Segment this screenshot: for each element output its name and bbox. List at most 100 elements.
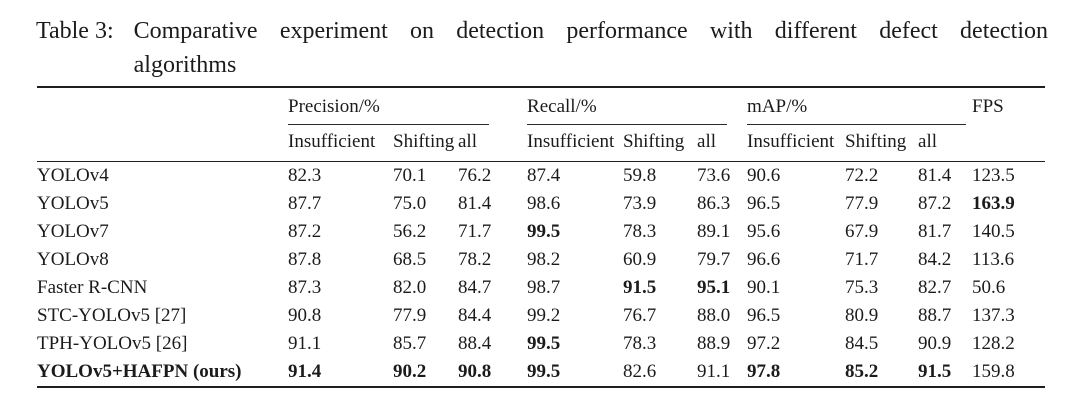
header-group-row: Precision/% Recall/% mAP/% FPS (37, 87, 1046, 162)
value-cell: 75.3 (845, 277, 879, 298)
value-cell: 88.9 (697, 333, 731, 354)
value-cell: 87.2 (288, 221, 322, 242)
group-label-precision: Precision/% (288, 96, 490, 125)
value-cell: 98.2 (527, 249, 561, 270)
value-cell: 82.3 (288, 165, 322, 186)
table-row: YOLOv5+HAFPN (ours) 91.4 90.2 90.8 99.5 82.6 9… (37, 358, 1045, 387)
value-cell: 97.8 (747, 361, 781, 382)
value-cell: 87.2 (918, 193, 952, 214)
group-header-map: mAP/% (747, 87, 972, 125)
method-header-blank (37, 87, 288, 162)
value-cell: 70.1 (393, 165, 427, 186)
value-cell: 159.8 (972, 361, 1015, 382)
value-cell: 91.5 (918, 361, 952, 382)
value-cell: 123.5 (972, 165, 1015, 186)
value-cell: 59.8 (623, 165, 657, 186)
method-cell: YOLOv5 (37, 193, 109, 214)
value-cell: 90.8 (458, 361, 492, 382)
value-cell: 73.6 (697, 165, 731, 186)
value-cell: 82.0 (393, 277, 427, 298)
value-cell: 95.6 (747, 221, 781, 242)
value-cell: 73.9 (623, 193, 657, 214)
value-cell: 71.7 (845, 249, 879, 270)
value-cell: 163.9 (972, 193, 1015, 214)
value-cell: 85.2 (845, 361, 879, 382)
value-cell: 76.7 (623, 305, 657, 326)
subheader-recall-all: all (697, 125, 748, 162)
value-cell: 99.5 (527, 221, 561, 242)
value-cell: 96.6 (747, 249, 781, 270)
value-cell: 89.1 (697, 221, 731, 242)
group-header-precision: Precision/% (288, 87, 527, 125)
method-cell: YOLOv4 (37, 165, 109, 186)
value-cell: 99.2 (527, 305, 561, 326)
results-table: Precision/% Recall/% mAP/% FPS Insuffici… (37, 86, 1046, 388)
value-cell: 84.7 (458, 277, 492, 298)
value-cell: 81.4 (918, 165, 952, 186)
table-header: Precision/% Recall/% mAP/% FPS Insuffici… (37, 87, 1046, 162)
value-cell: 50.6 (972, 277, 1006, 298)
group-label-recall: Recall/% (527, 96, 728, 125)
value-cell: 71.7 (458, 221, 492, 242)
value-cell: 87.7 (288, 193, 322, 214)
value-cell: 91.1 (288, 333, 322, 354)
subheader-precision-all: all (458, 125, 528, 162)
value-cell: 90.6 (747, 165, 781, 186)
value-cell: 79.7 (697, 249, 731, 270)
value-cell: 137.3 (972, 305, 1015, 326)
value-cell: 75.0 (393, 193, 427, 214)
value-cell: 60.9 (623, 249, 657, 270)
value-cell: 91.4 (288, 361, 322, 382)
value-cell: 78.3 (623, 221, 657, 242)
method-cell: YOLOv5+HAFPN (ours) (37, 361, 242, 382)
method-cell: TPH-YOLOv5 [26] (37, 333, 188, 354)
caption-text: Comparative experiment on detection perf… (134, 14, 1048, 82)
value-cell: 97.2 (747, 333, 781, 354)
value-cell: 90.1 (747, 277, 781, 298)
value-cell: 96.5 (747, 193, 781, 214)
value-cell: 84.4 (458, 305, 492, 326)
value-cell: 88.4 (458, 333, 492, 354)
value-cell: 98.6 (527, 193, 561, 214)
table-row: STC-YOLOv5 [27] 90.8 77.9 84.4 99.2 76.7 88.0 9… (37, 302, 1045, 330)
group-label-map: mAP/% (747, 96, 967, 125)
value-cell: 78.2 (458, 249, 492, 270)
value-cell: 96.5 (747, 305, 781, 326)
subheader-recall-shifting: Shifting (623, 125, 698, 162)
table-row: YOLOv8 87.8 68.5 78.2 98.2 60.9 79.7 96.6 71.7 84… (37, 246, 1045, 274)
method-cell: YOLOv8 (37, 249, 109, 270)
value-cell: 84.2 (918, 249, 952, 270)
value-cell: 77.9 (845, 193, 879, 214)
caption-line-1: Comparative experiment on detection perf… (133, 18, 1048, 44)
value-cell: 128.2 (972, 333, 1015, 354)
caption-label: Table 3: (36, 18, 114, 44)
table-row: YOLOv5 87.7 75.0 81.4 98.6 73.9 86.3 96.5 77.9 87… (37, 190, 1045, 218)
method-cell: YOLOv7 (37, 221, 109, 242)
value-cell: 68.5 (393, 249, 427, 270)
value-cell: 77.9 (393, 305, 427, 326)
value-cell: 78.3 (623, 333, 657, 354)
header-sub-row: Insufficient Shifting all Insufficient S… (37, 125, 1045, 162)
value-cell: 90.2 (393, 361, 427, 382)
subheader-map-insufficient: Insufficient (747, 125, 846, 162)
group-header-recall: Recall/% (527, 87, 747, 125)
value-cell: 113.6 (972, 249, 1015, 270)
value-cell: 82.6 (623, 361, 657, 382)
value-cell: 88.7 (918, 305, 952, 326)
value-cell: 81.4 (458, 193, 492, 214)
value-cell: 82.7 (918, 277, 952, 298)
value-cell: 91.5 (623, 277, 657, 298)
value-cell: 91.1 (697, 361, 731, 382)
value-cell: 90.8 (288, 305, 322, 326)
method-cell: Faster R-CNN (37, 277, 148, 298)
subheader-recall-insufficient: Insufficient (527, 125, 624, 162)
value-cell: 86.3 (697, 193, 731, 214)
value-cell: 99.5 (527, 361, 561, 382)
value-cell: 76.2 (458, 165, 492, 186)
value-cell: 67.9 (845, 221, 879, 242)
value-cell: 88.0 (697, 305, 731, 326)
value-cell: 140.5 (972, 221, 1015, 242)
caption-line-2: algorithms (133, 52, 237, 78)
value-cell: 72.2 (845, 165, 879, 186)
table-caption: Table 3: Comparative experiment on detec… (36, 14, 1048, 82)
